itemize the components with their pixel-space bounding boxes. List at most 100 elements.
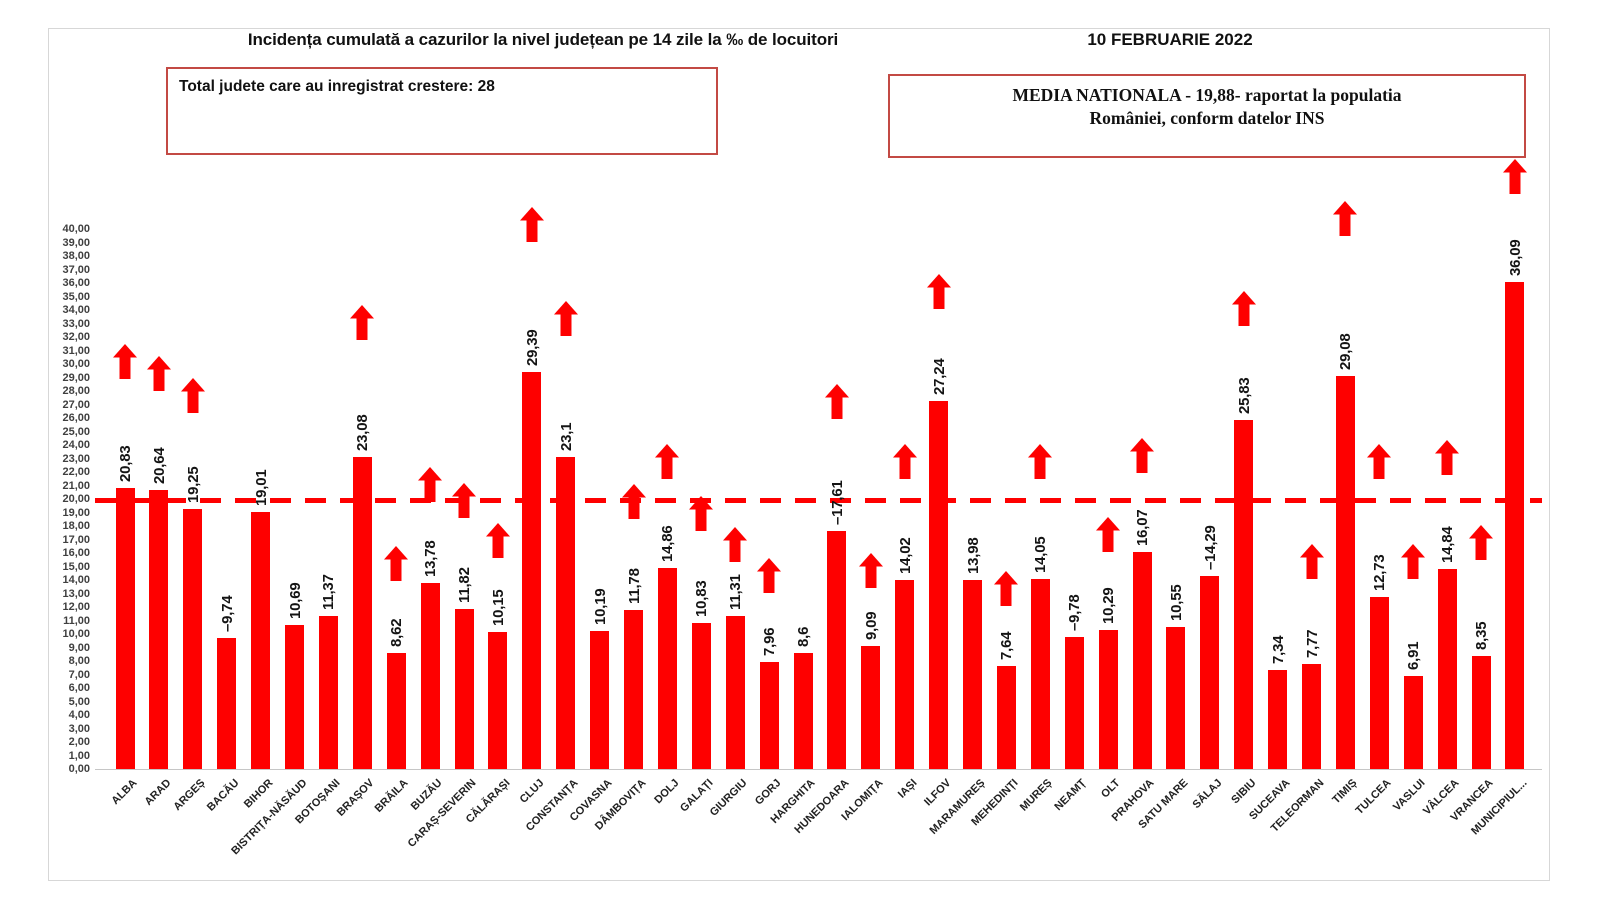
bar: [1403, 675, 1423, 769]
y-axis-tick-label: 12,00: [62, 601, 90, 613]
bar-value-label: 25,83: [1235, 377, 1253, 415]
increase-arrow-icon: [418, 466, 443, 502]
y-axis-tick-label: 38,00: [62, 250, 90, 262]
y-axis-tick-label: 30,00: [62, 358, 90, 370]
bar: [1030, 579, 1050, 769]
chart-title: Incidența cumulată a cazurilor la nivel …: [247, 30, 839, 49]
y-axis-tick-label: 0,00: [68, 763, 90, 775]
bar-value-label: 20,64: [150, 447, 168, 485]
y-axis-tick-label: 33,00: [62, 317, 90, 330]
bar: [1064, 636, 1084, 769]
y-axis-tick-label: 20,00: [62, 493, 90, 505]
bar-value-label: –9,78: [1066, 594, 1084, 631]
bar: [352, 457, 372, 769]
bar: [488, 631, 508, 769]
increase-arrow-icon: [1502, 158, 1527, 194]
bar-value-label: 23,1: [557, 422, 575, 452]
bar: [1166, 626, 1186, 769]
y-axis-tick-label: 34,00: [62, 304, 90, 316]
bar-value-label: 16,07: [1134, 509, 1151, 547]
bar: [1132, 552, 1152, 769]
bar: [657, 568, 677, 769]
bar: [929, 401, 949, 769]
bar-value-label: 14,86: [659, 525, 677, 563]
bar-value-label: 13,78: [422, 540, 440, 577]
bar-value-label: 8,35: [1473, 621, 1490, 651]
bar: [1471, 656, 1491, 769]
y-axis-tick-label: 9,00: [68, 641, 90, 654]
y-axis-tick-label: 7,00: [68, 668, 90, 681]
bar: [759, 661, 779, 769]
y-axis-tick-label: 26,00: [62, 412, 90, 424]
bar: [1302, 664, 1321, 769]
national-average-dashed-line: [95, 498, 1542, 504]
y-axis-tick-label: 37,00: [62, 263, 90, 276]
bar-value-label: –14,29: [1201, 525, 1219, 571]
bar-value-label: 29,39: [523, 329, 541, 367]
bar-value-label: 23,08: [354, 414, 372, 452]
y-axis-tick-label: 13,00: [62, 587, 90, 600]
y-axis-tick-label: 31,00: [62, 344, 90, 357]
growth-counties-box: Total judete care au inregistrat crester…: [166, 67, 718, 155]
increase-arrow-icon: [655, 443, 680, 479]
x-axis-category-label: ALBA: [109, 777, 140, 808]
bar: [251, 512, 271, 769]
bar: [556, 457, 576, 769]
bar: [454, 609, 474, 769]
national-average-text-line1: MEDIA NATIONALA - 19,88- raportat la pop…: [1012, 85, 1402, 105]
increase-arrow-icon: [723, 527, 748, 563]
bar: [963, 580, 982, 769]
y-axis-tick-label: 27,00: [62, 398, 90, 411]
bar: [1268, 669, 1288, 769]
y-axis-tick-label: 15,00: [62, 560, 90, 573]
bar-value-label: 27,24: [930, 358, 948, 396]
increase-arrow-icon: [1469, 524, 1493, 560]
y-axis-tick-label: 8,00: [68, 655, 90, 667]
increase-arrow-icon: [485, 523, 510, 559]
y-axis-tick-label: 17,00: [62, 533, 90, 546]
bar: [386, 652, 406, 769]
y-axis-tick-label: 21,00: [62, 479, 90, 492]
bar-value-label: 19,25: [184, 466, 202, 504]
bar: [996, 665, 1016, 769]
national-average-text-line2: României, conform datelor INS: [1089, 107, 1325, 128]
bar-value-label: 11,37: [320, 573, 338, 610]
bar: [183, 509, 203, 769]
y-axis-tick-label: 10,00: [62, 628, 90, 640]
y-axis-tick-label: 2,00: [68, 736, 90, 748]
increase-arrow-icon: [1299, 543, 1324, 579]
bar-value-label: 29,08: [1337, 333, 1355, 371]
y-axis-tick-label: 1,00: [68, 749, 90, 762]
y-axis-tick-label: 16,00: [62, 547, 90, 559]
bar-value-label: 8,62: [388, 618, 406, 647]
report-date: 10 FEBRUARIE 2022: [1087, 30, 1253, 49]
increase-arrow-icon: [350, 304, 375, 340]
y-axis-tick-label: 11,00: [63, 614, 90, 627]
bar-value-label: 10,83: [693, 580, 711, 617]
bar-value-label: 14,05: [1032, 536, 1050, 574]
x-axis-line: [95, 769, 1542, 770]
bar-value-label: 19,01: [252, 469, 270, 507]
increase-arrow-icon: [1333, 200, 1358, 236]
increase-arrow-icon: [621, 484, 646, 520]
bar-value-label: 7,34: [1269, 635, 1287, 664]
y-axis-tick-label: 29,00: [62, 371, 90, 384]
bar-value-label: 11,82: [456, 567, 473, 604]
bar-value-label: –17,61: [828, 480, 846, 526]
bar-value-label: 7,77: [1303, 629, 1321, 659]
bar: [895, 579, 915, 769]
bar-value-label: 10,15: [489, 589, 507, 626]
bar: [861, 646, 881, 769]
y-axis-tick-label: 28,00: [62, 385, 90, 397]
bar: [725, 616, 745, 769]
bar: [522, 372, 542, 769]
bar-value-label: 20,83: [117, 445, 134, 482]
bar: [217, 637, 237, 769]
bar: [793, 652, 813, 769]
y-axis-tick-label: 25,00: [62, 425, 90, 438]
bar-value-label: 14,84: [1439, 526, 1457, 563]
y-axis-tick-label: 24,00: [62, 439, 90, 451]
increase-arrow-icon: [1028, 443, 1053, 479]
increase-arrow-icon: [1130, 438, 1154, 474]
